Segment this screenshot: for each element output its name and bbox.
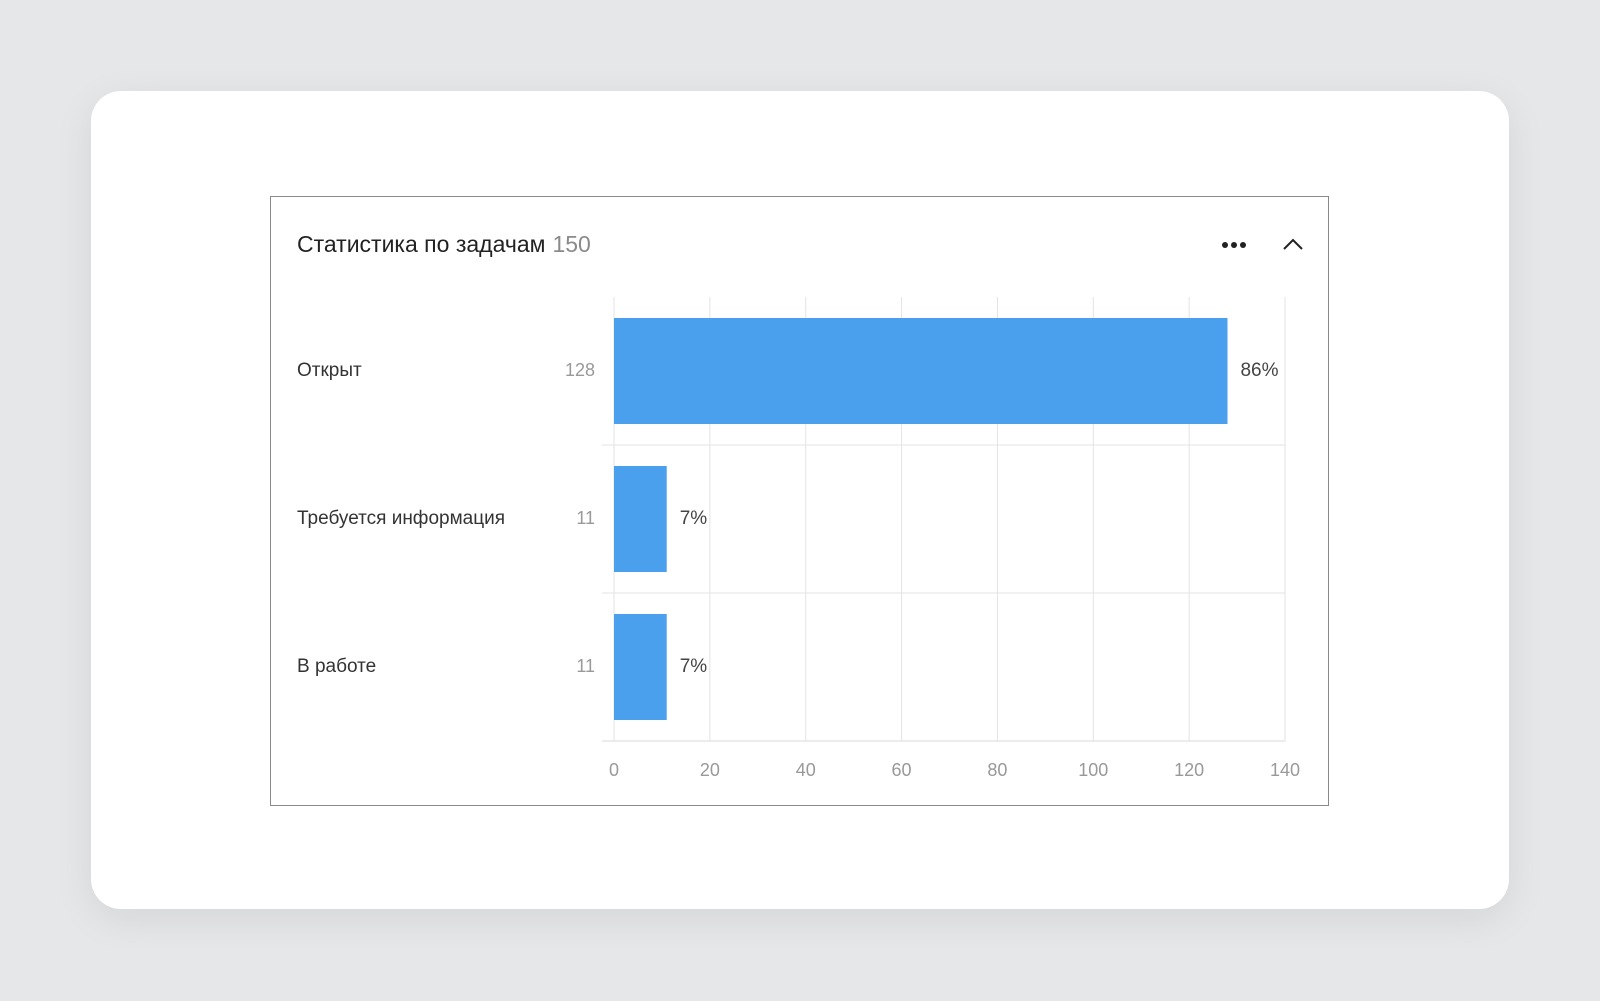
category-label: В работе [297,656,376,677]
x-tick-label: 140 [1270,760,1300,780]
category-label: Требуется информация [297,508,505,529]
total-count: 150 [552,231,590,257]
bar [614,466,667,572]
bar [614,318,1228,424]
x-tick-label: 80 [987,760,1007,780]
percent-label: 7% [680,656,708,677]
category-label: Открыт [297,360,362,381]
count-label: 128 [565,360,595,380]
widget-frame [270,196,1329,806]
more-button[interactable] [1222,242,1246,248]
x-tick-label: 120 [1174,760,1204,780]
percent-label: 86% [1240,360,1278,381]
count-label: 11 [576,656,595,676]
percent-label: 7% [680,508,708,529]
x-tick-label: 0 [609,760,619,780]
x-tick-label: 60 [892,760,912,780]
x-tick-label: 40 [796,760,816,780]
x-tick-label: 20 [700,760,720,780]
title-text: Статистика по задачам [297,231,545,257]
count-label: 11 [576,508,595,528]
bar [614,614,667,720]
collapse-button[interactable] [1283,238,1303,250]
widget-title: Статистика по задачам 150 [297,231,591,257]
x-tick-label: 100 [1078,760,1108,780]
